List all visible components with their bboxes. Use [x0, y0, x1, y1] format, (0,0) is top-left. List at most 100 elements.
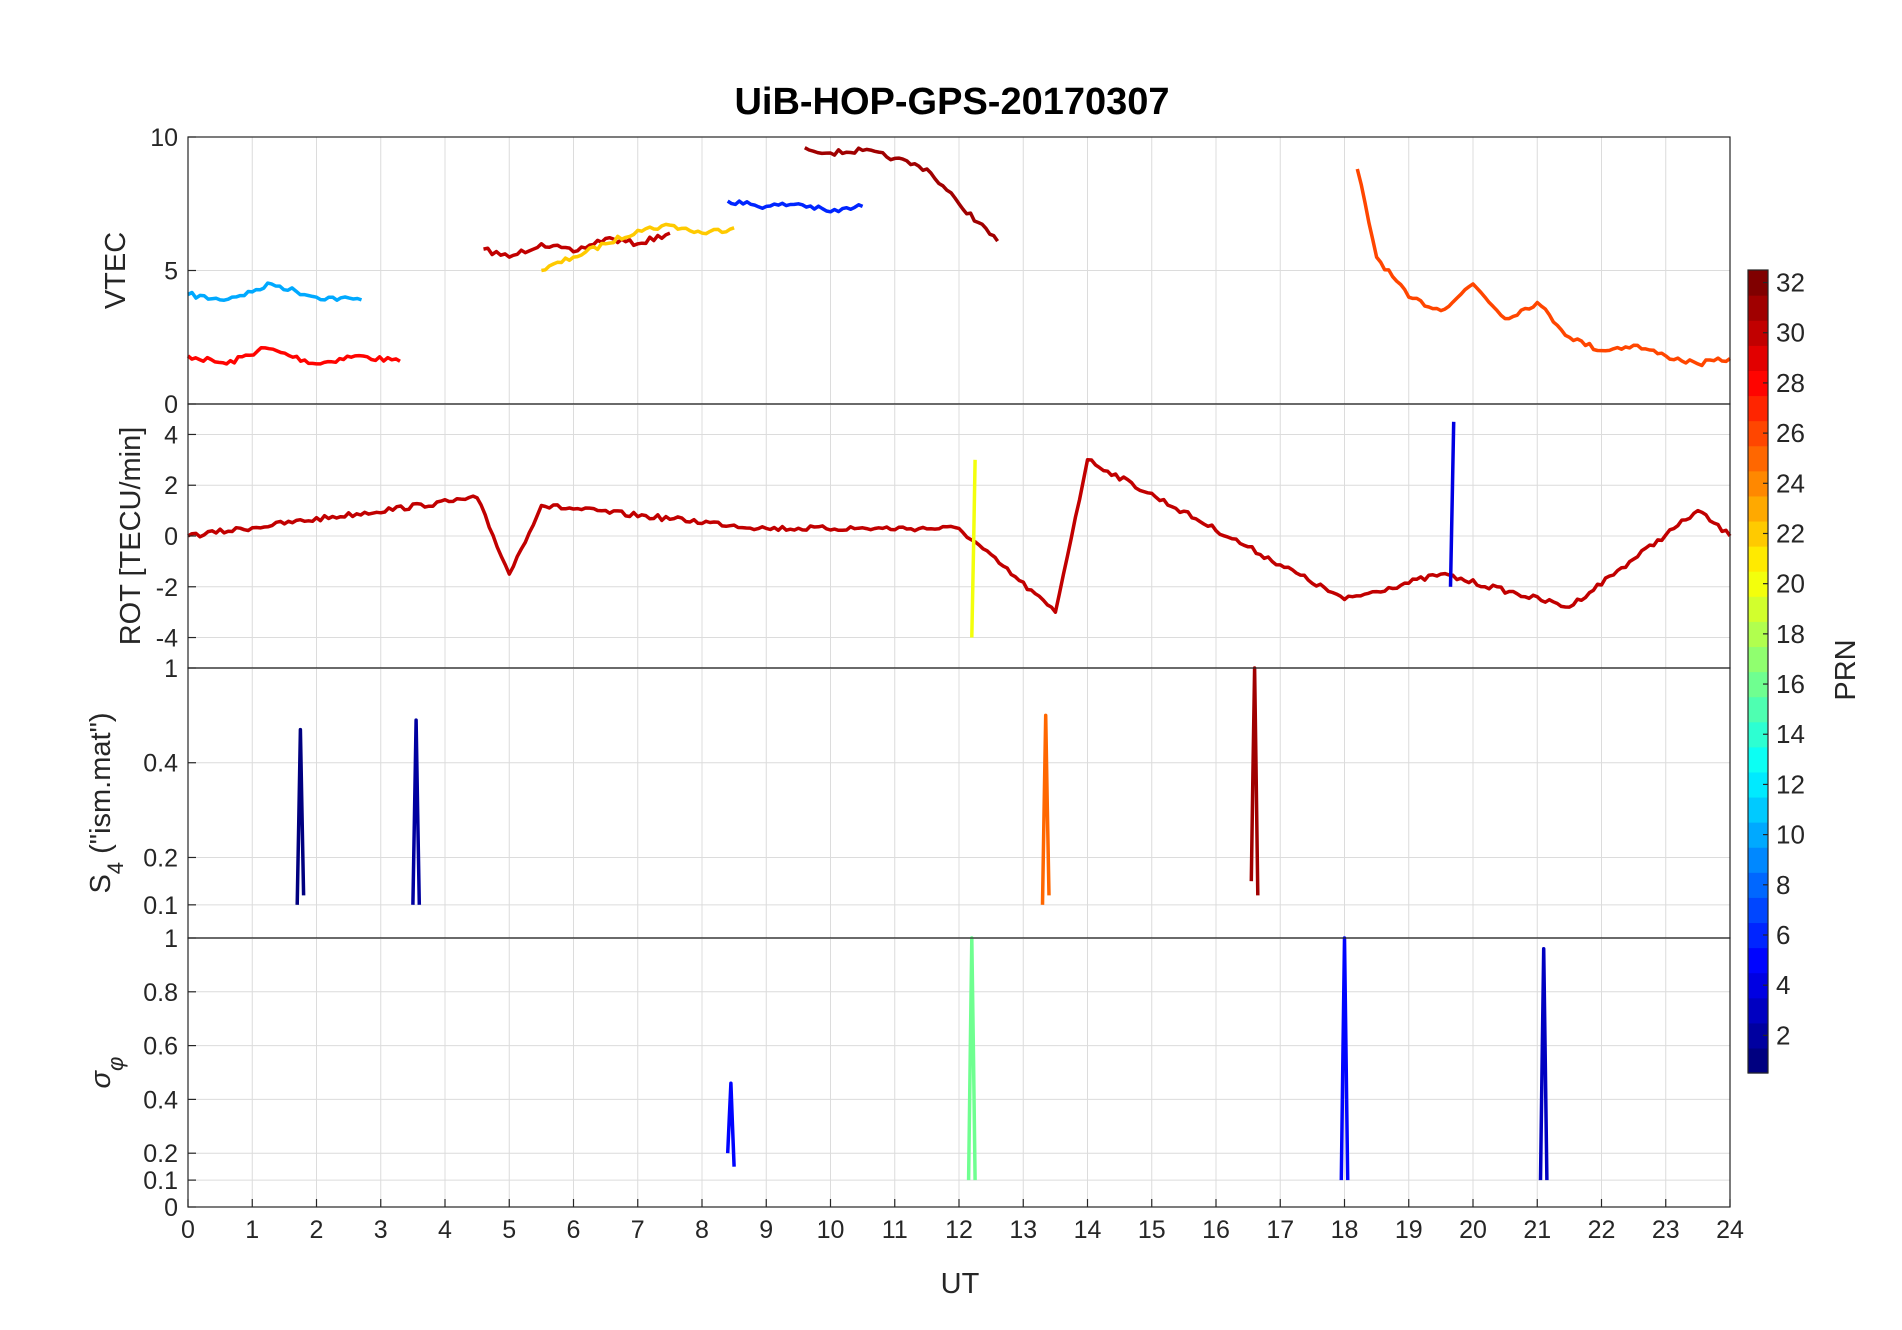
colorbar-band: [1748, 721, 1768, 748]
colorbar-band: [1748, 420, 1768, 447]
colorbar-band: [1748, 320, 1768, 346]
colorbar-frame: [1747, 269, 1769, 1074]
y-tick-label: 1: [164, 925, 178, 953]
y-tick-label: 0.4: [143, 1086, 178, 1114]
x-tick-label: 14: [1074, 1216, 1102, 1244]
colorbar-band: [1748, 746, 1768, 773]
series-line-prn-25: [1040, 713, 1051, 905]
series-line-prn-3: [1538, 947, 1549, 1181]
colorbar-band: [1748, 270, 1768, 296]
x-tick-label: 21: [1523, 1216, 1551, 1244]
x-tick-label: 2: [310, 1216, 324, 1244]
vtec-panel: 0 5 10 VTEC: [100, 124, 1732, 419]
s4-panel: 0.1 0.2 0.4 1 S4 ("ism.mat"): [85, 655, 1731, 939]
x-tick-label: 4: [438, 1216, 452, 1244]
y-tick-label: 0.1: [143, 1167, 178, 1195]
s4-y-ticks: 0.1 0.2 0.4 1: [143, 655, 196, 920]
series-line-prn-5: [725, 1081, 736, 1167]
y-tick-label: 0: [164, 523, 178, 551]
x-tick-label: 8: [695, 1216, 709, 1244]
series-line-prn-4: [1448, 421, 1456, 587]
colorbar-band: [1748, 470, 1768, 497]
colorbar-band: [1748, 922, 1768, 949]
x-tick-label: 16: [1202, 1216, 1230, 1244]
series-line-prn-2: [411, 718, 422, 905]
x-tick-label: 9: [759, 1216, 773, 1244]
series-line-prn-6: [726, 199, 864, 214]
x-tick-label: 20: [1459, 1216, 1487, 1244]
x-tick-label: 0: [181, 1216, 195, 1244]
y-tick-label: -4: [156, 625, 178, 653]
y-tick-label: 0.2: [143, 844, 178, 872]
x-tick-label: 5: [502, 1216, 516, 1244]
rot-y-label: ROT [TECU/min]: [115, 427, 147, 646]
y-tick-label: 0.1: [143, 892, 178, 920]
colorbar-tick-label: 28: [1776, 368, 1805, 398]
s4-grid: [188, 668, 1730, 938]
series-line-prn-22: [541, 222, 735, 273]
x-tick-label: 19: [1395, 1216, 1423, 1244]
x-tick-label: 24: [1716, 1216, 1744, 1244]
colorbar-tick-label: 12: [1776, 769, 1805, 799]
vtec-grid: [188, 137, 1730, 404]
colorbar-tick-label: 22: [1776, 518, 1805, 548]
x-tick-label: 1: [245, 1216, 259, 1244]
colorbar-band: [1748, 771, 1768, 798]
colorbar-band: [1748, 495, 1768, 522]
colorbar-band: [1748, 370, 1768, 397]
series-line-prn-10: [187, 281, 363, 302]
series-line-prn-1: [295, 727, 306, 905]
rot-y-ticks: -4 -2 0 2 4: [156, 421, 196, 653]
y-tick-label: 0.8: [143, 979, 178, 1007]
sigma-phi-y-label-main: σ: [85, 1069, 117, 1088]
series-line-prn-30: [483, 231, 671, 259]
x-tick-label: 12: [945, 1216, 973, 1244]
colorbar-tick-label: 16: [1776, 669, 1805, 699]
colorbar-band: [1748, 947, 1768, 974]
colorbar-band: [1748, 646, 1768, 673]
colorbar-tick-label: 18: [1776, 619, 1805, 649]
x-tick-label: 13: [1009, 1216, 1037, 1244]
colorbar-tick-label: 8: [1776, 870, 1790, 900]
colorbar-band: [1748, 1022, 1768, 1049]
colorbar-band: [1748, 546, 1768, 572]
y-tick-label: -2: [156, 574, 178, 602]
colorbar-band: [1748, 671, 1768, 698]
x-tick-label: 15: [1138, 1216, 1166, 1244]
chart-title: UiB-HOP-GPS-20170307: [734, 81, 1169, 123]
colorbar-tick-label: 6: [1776, 920, 1790, 950]
colorbar-band: [1748, 345, 1768, 371]
x-tick-label: 7: [631, 1216, 645, 1244]
vtec-y-label: VTEC: [100, 232, 132, 309]
colorbar-tick-label: 32: [1776, 268, 1805, 298]
y-tick-label: 10: [150, 124, 178, 152]
series-line-prn-31: [803, 146, 1000, 243]
s4-y-label: S4 ("ism.mat"): [85, 712, 128, 893]
colorbar-band: [1748, 872, 1768, 898]
series-line-prn-20: [970, 459, 977, 638]
colorbar-tick-label: 14: [1776, 719, 1805, 749]
x-tick-labels: 0 1 2 3 4 5 6 7 8 9 10 11 12 13 14 15 16 17 18 19 20 21 22 23 24: [181, 1199, 1744, 1244]
sigma-phi-y-ticks: 00.10.2 0.4 0.6 0.8 1: [143, 925, 196, 1222]
sigma-phi-grid: [188, 938, 1730, 1207]
colorbar-band: [1748, 997, 1768, 1024]
colorbar-band: [1748, 696, 1768, 723]
colorbar-band: [1748, 1047, 1768, 1074]
x-tick-label: 11: [882, 1216, 908, 1244]
y-tick-label: 0: [164, 1194, 178, 1222]
y-tick-label: 0.6: [143, 1033, 178, 1061]
series-line-prn-28: [186, 345, 401, 366]
colorbar-bands: [1748, 270, 1768, 1074]
y-tick-label: 0.4: [143, 750, 178, 778]
colorbar-tick-label: 4: [1776, 970, 1790, 1000]
colorbar-label: PRN: [1830, 639, 1862, 700]
y-tick-label: 0.2: [143, 1140, 178, 1168]
colorbar-band: [1748, 621, 1768, 647]
colorbar-band: [1748, 295, 1768, 321]
colorbar-band: [1748, 520, 1768, 547]
x-axis-label: UT: [941, 1268, 980, 1300]
x-tick-label: 6: [567, 1216, 581, 1244]
colorbar-band: [1748, 847, 1768, 873]
